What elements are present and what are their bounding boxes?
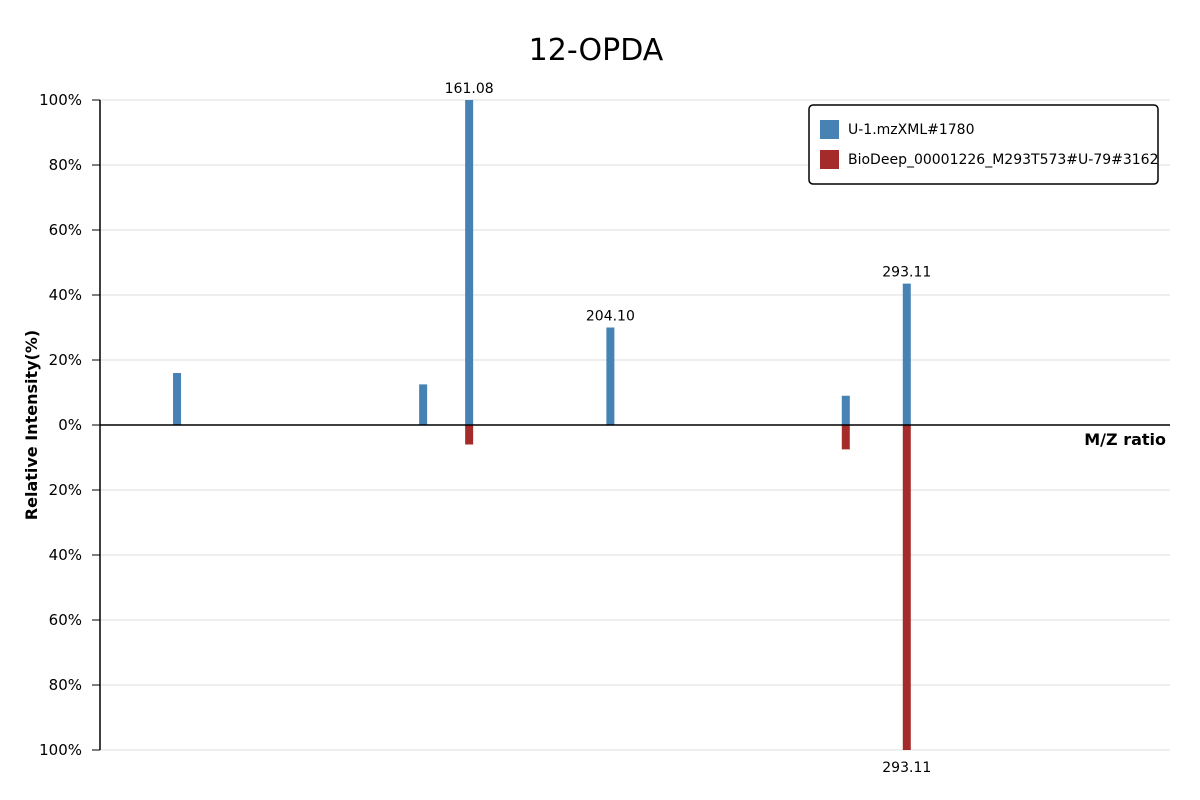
peak-bar-query	[173, 373, 182, 425]
peak-bar-reference	[465, 425, 474, 445]
y-tick-label: 0%	[58, 416, 82, 434]
y-tick-label: 80%	[49, 676, 82, 694]
peak-labels: 161.08 204.10 293.11 293.11	[445, 81, 932, 776]
legend: U-1.mzXML#1780 BioDeep_00001226_M293T573…	[808, 104, 1159, 185]
peak-bar-reference	[902, 425, 911, 750]
peak-label: 293.11	[882, 760, 931, 776]
y-tick-label: 20%	[49, 351, 82, 369]
peak-bar-query	[606, 327, 615, 425]
y-axis-label: Relative Intensity(%)	[22, 330, 41, 520]
peak-label: 161.08	[445, 81, 494, 97]
y-tick-label: 40%	[49, 286, 82, 304]
peak-bar-query	[419, 384, 428, 425]
y-tick-label: 100%	[39, 91, 82, 109]
peak-bars	[173, 100, 911, 750]
peak-bar-query	[841, 395, 850, 425]
y-tick-label: 20%	[49, 481, 82, 499]
y-tick-label: 60%	[49, 611, 82, 629]
y-tick-label: 40%	[49, 546, 82, 564]
peak-label: 204.10	[586, 309, 635, 325]
legend-box	[808, 104, 1159, 185]
peak-bar-query	[902, 283, 911, 425]
chart-title: 12-OPDA	[529, 33, 664, 68]
legend-label-query: U-1.mzXML#1780	[848, 122, 974, 138]
peak-bar-query	[465, 100, 474, 425]
peak-label: 293.11	[882, 265, 931, 281]
legend-swatch-query	[820, 120, 839, 139]
x-axis-label: M/Z ratio	[1084, 430, 1166, 449]
y-tick-label: 60%	[49, 221, 82, 239]
y-tick-label: 100%	[39, 741, 82, 759]
legend-label-reference: BioDeep_00001226_M293T573#U-79#3162	[848, 152, 1159, 168]
peak-bar-reference	[841, 425, 850, 450]
y-tick-label: 80%	[49, 156, 82, 174]
legend-swatch-reference	[820, 150, 839, 169]
y-tick-labels: 100% 80% 60% 40% 20% 0% 20% 40% 60% 80% 100%	[39, 91, 82, 759]
